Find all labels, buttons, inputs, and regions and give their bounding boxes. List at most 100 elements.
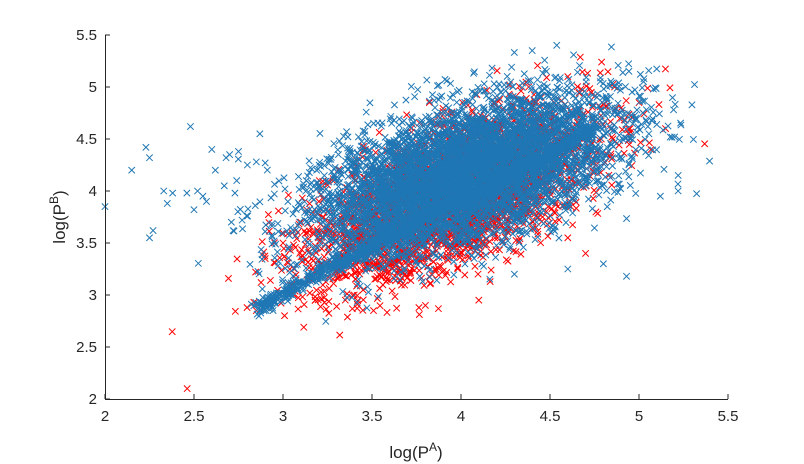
data-point-series-2: [611, 106, 619, 114]
data-point-series-1: [264, 211, 272, 219]
data-point-series-1: [493, 67, 501, 75]
data-point-series-2: [648, 117, 656, 125]
data-point-series-1: [421, 301, 429, 309]
data-point-series-2: [289, 210, 297, 218]
data-point-series-1: [406, 269, 415, 277]
data-point-series-2: [339, 287, 347, 296]
data-point-series-1: [312, 286, 321, 294]
data-point-series-1: [298, 293, 307, 301]
data-point-series-2: [636, 126, 644, 134]
data-point-series-1: [252, 268, 260, 276]
data-point-series-1: [447, 278, 455, 286]
data-point-series-1: [622, 97, 630, 105]
data-point-series-2: [647, 103, 655, 111]
data-point-series-1: [291, 243, 299, 252]
data-point-series-1: [279, 229, 287, 237]
data-point-series-1: [459, 256, 467, 264]
data-point-series-2: [625, 67, 633, 75]
data-point-series-2: [449, 90, 457, 99]
data-point-series-2: [655, 110, 663, 118]
data-point-series-1: [406, 267, 414, 275]
data-point-series-1: [300, 323, 308, 331]
data-point-series-2: [343, 293, 351, 302]
data-point-series-2: [256, 198, 264, 206]
data-point-series-2: [343, 128, 351, 136]
data-point-series-1: [391, 292, 399, 301]
data-point-series-1: [243, 304, 251, 312]
data-point-series-1: [224, 274, 233, 283]
data-point-series-1: [471, 262, 479, 270]
data-point-series-2: [693, 190, 701, 198]
data-point-series-1: [666, 84, 674, 92]
data-point-series-2: [488, 64, 496, 72]
data-point-series-2: [270, 180, 279, 188]
data-point-series-1: [537, 239, 545, 247]
data-point-series-1: [373, 294, 381, 303]
data-point-series-1: [586, 84, 594, 93]
data-point-series-1: [283, 258, 291, 266]
data-point-series-1: [325, 243, 333, 251]
data-point-series-1: [306, 289, 314, 297]
data-point-series-2: [369, 162, 377, 171]
data-point-series-2: [246, 260, 254, 268]
data-point-series-1: [515, 237, 523, 245]
data-point-series-2: [407, 82, 415, 91]
data-point-series-1: [420, 281, 428, 289]
data-point-series-1: [277, 266, 286, 274]
data-point-series-1: [298, 246, 306, 254]
data-point-series-1: [280, 312, 289, 320]
data-point-series-1: [281, 252, 289, 260]
data-point-series-2: [636, 169, 645, 177]
data-point-series-1: [544, 232, 552, 240]
data-point-series-2: [285, 243, 293, 251]
data-point-series-1: [512, 248, 520, 256]
data-point-series-1: [403, 111, 411, 119]
data-point-series-1: [487, 248, 495, 256]
data-point-series-1: [512, 236, 520, 244]
data-point-series-1: [352, 275, 360, 283]
data-point-series-1: [359, 296, 367, 304]
data-point-series-1: [415, 266, 423, 274]
data-point-series-1: [308, 255, 316, 263]
data-point-series-1: [376, 302, 384, 310]
data-point-series-1: [517, 250, 525, 258]
data-point-series-2: [295, 185, 303, 193]
data-point-series-1: [279, 239, 287, 247]
data-point-series-2: [390, 274, 398, 283]
data-point-series-1: [534, 214, 542, 222]
data-point-series-1: [333, 302, 341, 310]
data-point-series-1: [569, 221, 577, 229]
data-point-series-1: [371, 275, 379, 283]
data-point-series-1: [701, 140, 709, 148]
data-point-series-2: [608, 162, 617, 170]
data-point-series-1: [377, 273, 385, 281]
data-point-series-2: [321, 240, 329, 248]
data-point-series-2: [438, 92, 446, 100]
data-point-series-1: [495, 246, 504, 254]
data-point-series-2: [446, 79, 455, 88]
data-point-series-1: [311, 296, 319, 304]
data-point-series-1: [353, 291, 361, 300]
data-point-series-1: [376, 284, 384, 292]
data-point-series-2: [244, 205, 252, 213]
data-point-series-1: [266, 276, 274, 284]
data-point-series-1: [454, 265, 462, 273]
data-point-series-1: [598, 58, 606, 66]
data-point-series-1: [300, 300, 308, 309]
data-point-series-2: [379, 263, 387, 271]
data-point-series-1: [444, 256, 452, 264]
data-point-series-1: [401, 281, 409, 289]
data-point-series-1: [307, 223, 315, 231]
data-point-series-1: [636, 138, 645, 147]
data-point-series-1: [436, 261, 444, 270]
data-point-series-1: [655, 100, 663, 109]
data-point-series-1: [502, 256, 510, 264]
data-point-series-1: [584, 69, 592, 77]
data-point-series-1: [487, 266, 495, 274]
data-point-series-1: [661, 65, 670, 73]
data-point-series-1: [168, 328, 176, 336]
data-point-series-1: [258, 238, 266, 246]
data-point-series-1: [647, 146, 655, 154]
data-point-series-1: [415, 304, 423, 312]
